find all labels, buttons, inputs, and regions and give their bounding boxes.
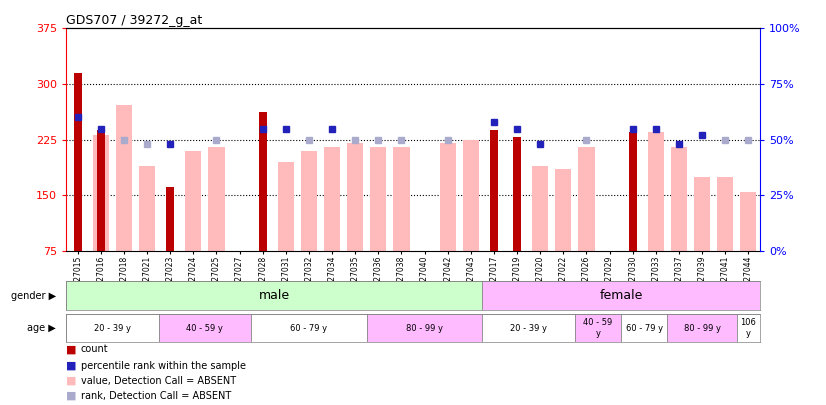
Text: gender ▶: gender ▶ <box>11 291 55 301</box>
Text: ■: ■ <box>66 360 77 371</box>
Bar <box>694 177 710 251</box>
Text: 106
y: 106 y <box>740 318 757 338</box>
Text: 20 - 39 y: 20 - 39 y <box>510 324 547 333</box>
Bar <box>251 314 367 342</box>
Bar <box>74 73 82 251</box>
Bar <box>259 112 267 251</box>
Text: ■: ■ <box>66 375 77 386</box>
Text: 40 - 59 y: 40 - 59 y <box>187 324 223 333</box>
Bar <box>482 281 760 310</box>
Bar <box>393 147 410 251</box>
Text: rank, Detection Call = ABSENT: rank, Detection Call = ABSENT <box>81 391 231 401</box>
Bar <box>740 192 757 251</box>
Text: 80 - 99 y: 80 - 99 y <box>406 324 443 333</box>
Bar <box>159 314 251 342</box>
Text: age ▶: age ▶ <box>27 323 55 333</box>
Bar <box>532 166 548 251</box>
Bar <box>667 314 737 342</box>
Bar <box>513 137 521 251</box>
Bar <box>717 177 733 251</box>
Text: female: female <box>600 289 643 302</box>
Bar <box>208 147 225 251</box>
Bar <box>621 314 667 342</box>
Text: ■: ■ <box>66 344 77 354</box>
Text: 80 - 99 y: 80 - 99 y <box>684 324 720 333</box>
Bar <box>66 281 482 310</box>
Text: 20 - 39 y: 20 - 39 y <box>94 324 131 333</box>
Bar <box>139 166 155 251</box>
Text: percentile rank within the sample: percentile rank within the sample <box>81 360 246 371</box>
Bar <box>671 147 687 251</box>
Text: ■: ■ <box>66 391 77 401</box>
Bar <box>737 314 760 342</box>
Text: 60 - 79 y: 60 - 79 y <box>291 324 327 333</box>
Text: value, Detection Call = ABSENT: value, Detection Call = ABSENT <box>81 375 236 386</box>
Bar <box>482 314 575 342</box>
Bar <box>555 169 572 251</box>
Bar <box>166 186 174 251</box>
Bar <box>367 314 482 342</box>
Text: count: count <box>81 344 108 354</box>
Bar <box>185 151 202 251</box>
Bar <box>93 134 109 251</box>
Bar <box>347 143 363 251</box>
Bar <box>648 132 664 251</box>
Bar <box>66 314 159 342</box>
Bar <box>575 314 621 342</box>
Bar <box>278 162 294 251</box>
Bar <box>301 151 317 251</box>
Bar <box>629 132 637 251</box>
Text: 40 - 59
y: 40 - 59 y <box>583 318 613 338</box>
Bar <box>463 140 479 251</box>
Bar <box>439 143 456 251</box>
Bar <box>324 147 340 251</box>
Bar <box>370 147 387 251</box>
Bar <box>578 147 595 251</box>
Bar <box>97 130 105 251</box>
Text: GDS707 / 39272_g_at: GDS707 / 39272_g_at <box>66 14 202 27</box>
Bar <box>490 130 498 251</box>
Bar <box>116 105 132 251</box>
Text: 60 - 79 y: 60 - 79 y <box>626 324 662 333</box>
Text: male: male <box>259 289 290 302</box>
